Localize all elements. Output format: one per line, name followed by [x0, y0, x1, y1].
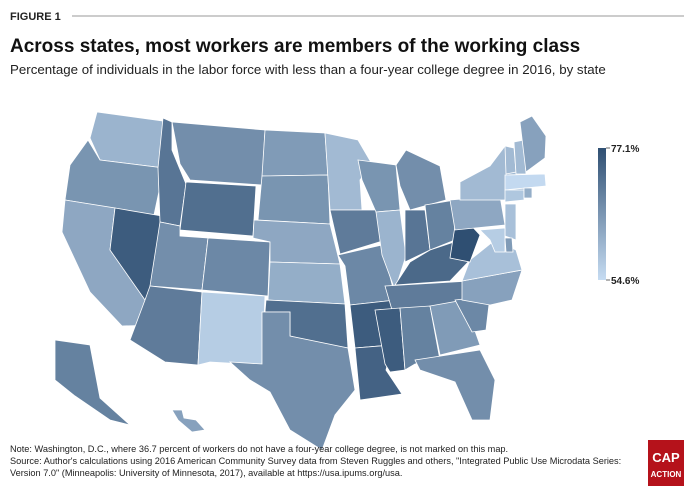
subtitle: Percentage of individuals in the labor f… — [10, 62, 606, 77]
state — [89, 111, 171, 169]
logo-text: ACTION — [651, 470, 682, 479]
state — [449, 195, 506, 231]
state — [504, 237, 514, 253]
legend-label: 77.1% — [611, 144, 639, 155]
state — [149, 221, 209, 291]
state — [171, 409, 206, 433]
state — [197, 291, 266, 366]
state — [201, 237, 271, 297]
note: Note: Washington, D.C., where 36.7 perce… — [10, 444, 508, 454]
state — [375, 209, 407, 292]
legend-bar — [598, 148, 606, 280]
source: Source: Author's calculations using 2016… — [10, 456, 621, 466]
logo — [648, 440, 684, 486]
state — [395, 149, 447, 211]
state — [504, 203, 517, 241]
state — [504, 173, 547, 191]
state — [54, 339, 131, 426]
state — [504, 189, 525, 203]
state — [357, 159, 401, 213]
state — [479, 227, 506, 253]
state — [523, 187, 533, 199]
state — [261, 129, 329, 177]
state — [414, 349, 496, 421]
logo-text: CAP — [652, 450, 680, 465]
state — [179, 181, 257, 237]
source: Version 7.0" (Minneapolis: University of… — [10, 468, 402, 478]
figure-label: FIGURE 1 — [10, 11, 61, 23]
state — [257, 174, 331, 225]
state — [171, 121, 266, 186]
state — [519, 115, 547, 173]
state — [374, 307, 406, 373]
state — [228, 311, 356, 451]
map — [54, 111, 547, 451]
title: Across states, most workers are members … — [10, 36, 580, 57]
legend-label: 54.6% — [611, 276, 639, 287]
state — [267, 261, 346, 305]
